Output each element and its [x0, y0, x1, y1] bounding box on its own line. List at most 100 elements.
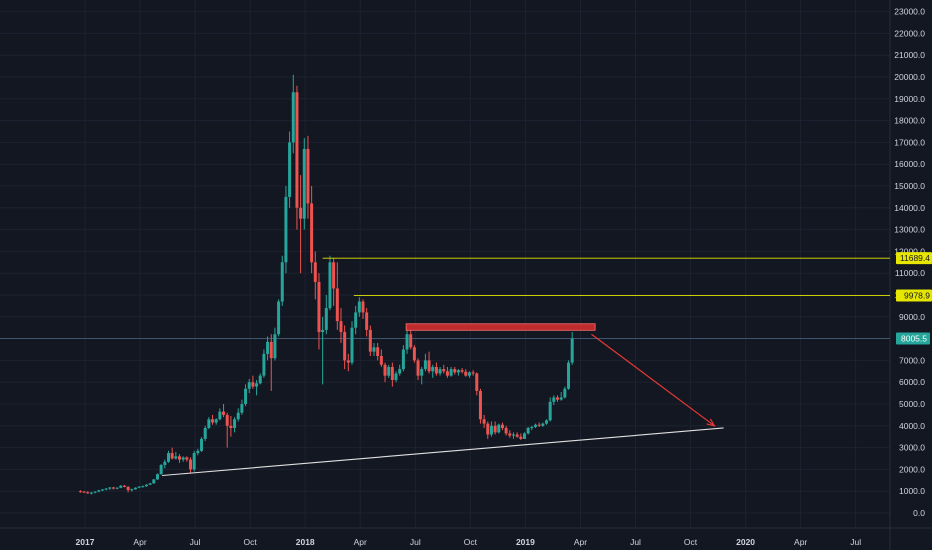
- support-trendline[interactable]: [162, 427, 724, 477]
- price-tags: 11689.4 9978.9 8005.5: [896, 252, 932, 345]
- candle: [222, 404, 226, 418]
- candle: [108, 487, 112, 490]
- candle: [89, 492, 93, 495]
- candle-body: [559, 397, 563, 400]
- candle: [489, 421, 493, 437]
- candle-body: [321, 329, 325, 333]
- candle-body: [563, 388, 567, 398]
- candle-body: [423, 360, 427, 370]
- candle-body: [431, 366, 435, 372]
- candle: [211, 414, 215, 425]
- current-price-label: 8005.5: [901, 333, 927, 343]
- candle: [383, 362, 387, 383]
- candle-body: [405, 334, 409, 350]
- candle-body: [464, 371, 468, 376]
- candle: [409, 329, 413, 350]
- candle-body: [126, 486, 130, 491]
- candle-body: [438, 369, 442, 374]
- candle: [258, 373, 262, 385]
- candle-body: [350, 327, 354, 363]
- candle-body: [262, 353, 266, 376]
- y-tick-label: 13000.0: [894, 225, 925, 235]
- candle: [508, 430, 512, 438]
- x-tick-label: Oct: [684, 537, 698, 547]
- candle: [203, 425, 207, 442]
- candle-body: [339, 321, 343, 333]
- candle: [394, 371, 398, 383]
- candle: [350, 321, 354, 365]
- y-tick-label: 14000.0: [894, 203, 925, 213]
- candle: [148, 482, 152, 486]
- level-price-label: 9978.9: [904, 290, 930, 300]
- candle: [93, 491, 97, 494]
- x-tick-label: Jul: [190, 537, 201, 547]
- candle-body: [354, 312, 358, 328]
- candle: [346, 353, 350, 372]
- horizontal-levels[interactable]: [322, 257, 890, 296]
- y-tick-label: 15000.0: [894, 181, 925, 191]
- y-tick-label: 23000.0: [894, 7, 925, 17]
- y-axis[interactable]: 0.0 1000.0 2000.0 3000.0 4000.0 5000.0 6000.0 7…: [894, 7, 925, 518]
- candle-body: [93, 491, 97, 493]
- candle: [354, 305, 358, 335]
- candle: [332, 257, 336, 306]
- candle-body: [383, 364, 387, 376]
- x-axis[interactable]: 2017 Apr Jul Oct 2018 Apr Jul Oct 2019 Apr Jul Oct 2…: [76, 537, 862, 547]
- candle-body: [526, 427, 530, 434]
- candle: [97, 489, 101, 493]
- candle: [122, 484, 126, 488]
- candle: [471, 370, 475, 376]
- candle-body: [119, 485, 123, 488]
- candle-body: [460, 370, 464, 372]
- candle-body: [335, 288, 339, 322]
- candle: [453, 366, 457, 375]
- candle-body: [317, 281, 321, 333]
- y-tick-label: 18000.0: [894, 116, 925, 126]
- candle: [339, 308, 343, 343]
- candle: [567, 360, 571, 390]
- resistance-zone[interactable]: [405, 323, 596, 331]
- candle: [497, 423, 501, 434]
- candle-body: [97, 490, 101, 492]
- candle-body: [497, 424, 501, 433]
- candle: [412, 345, 416, 363]
- candle: [570, 332, 574, 365]
- candle: [247, 378, 251, 394]
- candle: [361, 299, 365, 319]
- candle: [357, 297, 361, 317]
- candle: [288, 131, 292, 208]
- y-tick-label: 5000.0: [899, 399, 925, 409]
- drawings[interactable]: [162, 323, 724, 477]
- candle-body: [306, 148, 310, 204]
- x-tick-label: Apr: [574, 537, 587, 547]
- candle: [313, 251, 317, 300]
- candle-body: [214, 419, 218, 423]
- candle-body: [313, 262, 317, 282]
- candles: [78, 74, 574, 495]
- candle: [299, 175, 303, 274]
- y-tick-label: 1000.0: [899, 486, 925, 496]
- candle: [482, 414, 486, 428]
- candle: [291, 74, 295, 154]
- candle: [467, 371, 471, 378]
- candle: [163, 459, 167, 469]
- y-tick-label: 4000.0: [899, 421, 925, 431]
- candle-body: [467, 372, 471, 376]
- candle: [431, 364, 435, 378]
- candle: [556, 395, 560, 402]
- candle: [324, 295, 328, 335]
- candle-body: [111, 487, 115, 489]
- candle: [526, 426, 530, 435]
- candle: [317, 273, 321, 350]
- projection-arrow[interactable]: [591, 333, 715, 427]
- candle: [86, 491, 90, 494]
- candle-body: [570, 338, 574, 363]
- y-tick-label: 6000.0: [899, 377, 925, 387]
- candle-body: [108, 487, 112, 489]
- candle: [111, 486, 115, 490]
- candle: [533, 423, 537, 428]
- candle-body: [170, 453, 174, 459]
